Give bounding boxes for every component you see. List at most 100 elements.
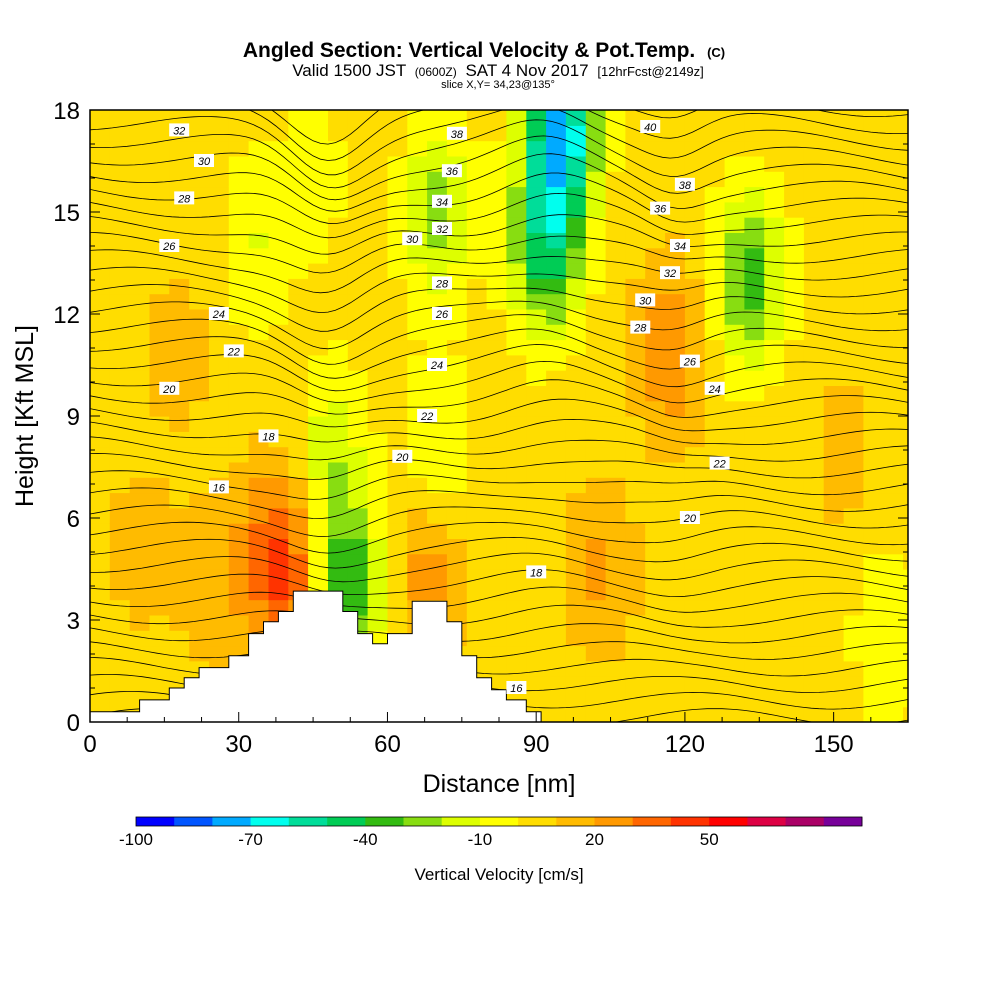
velocity-cell — [625, 706, 646, 722]
colorbar-swatch — [518, 817, 557, 826]
velocity-cell — [169, 507, 190, 524]
velocity-cell — [605, 232, 626, 249]
velocity-cell — [823, 676, 845, 692]
velocity-cell — [308, 308, 329, 325]
velocity-cell — [546, 446, 567, 463]
velocity-cell — [903, 553, 908, 570]
velocity-cell — [764, 232, 785, 249]
velocity-cell — [744, 416, 765, 432]
velocity-cell — [446, 324, 468, 341]
valid-utc: (0600Z) — [415, 65, 457, 79]
velocity-cell — [823, 584, 845, 601]
velocity-cell — [665, 140, 686, 157]
velocity-cell — [506, 278, 527, 295]
theta-label-bg — [704, 381, 725, 395]
velocity-cell — [764, 201, 785, 218]
velocity-cell — [367, 232, 388, 249]
velocity-cell — [169, 660, 190, 677]
velocity-cell — [883, 201, 904, 218]
theta-label-bg — [223, 344, 244, 358]
velocity-cell — [347, 263, 369, 279]
velocity-cell — [407, 293, 428, 310]
theta-contour-line — [90, 314, 908, 365]
velocity-cell — [803, 278, 825, 295]
velocity-cell — [486, 523, 507, 539]
velocity-cell — [684, 477, 706, 494]
velocity-cell — [387, 339, 408, 356]
velocity-cell — [625, 232, 646, 249]
theta-contour-line — [90, 641, 908, 660]
velocity-cell — [546, 645, 567, 662]
velocity-cell — [903, 201, 908, 218]
velocity-cell — [407, 584, 428, 601]
velocity-cell — [843, 660, 864, 677]
velocity-cell — [605, 553, 626, 570]
velocity-cell — [565, 232, 587, 249]
velocity-cell — [427, 507, 448, 524]
velocity-cell — [684, 431, 706, 448]
velocity-cell — [823, 523, 845, 539]
velocity-cell — [149, 308, 170, 325]
velocity-cell — [129, 232, 151, 249]
velocity-cell — [328, 186, 349, 203]
velocity-cell — [724, 461, 745, 478]
velocity-cell — [704, 492, 726, 509]
velocity-cell — [863, 385, 884, 402]
velocity-cell — [823, 324, 845, 341]
velocity-cell — [526, 278, 547, 295]
velocity-cell — [248, 461, 269, 478]
velocity-cell — [506, 385, 527, 402]
velocity-cell — [764, 308, 785, 325]
velocity-cell — [645, 461, 666, 478]
velocity-cell — [784, 155, 805, 172]
theta-label-text: 40 — [644, 122, 657, 134]
velocity-cell — [466, 354, 488, 371]
velocity-cell — [883, 324, 904, 341]
velocity-cell — [328, 140, 349, 157]
velocity-cell — [605, 201, 626, 218]
velocity-cell — [605, 155, 626, 172]
velocity-cell — [605, 660, 626, 677]
velocity-cell — [645, 691, 666, 708]
velocity-cell — [803, 400, 825, 417]
velocity-cell — [526, 186, 547, 203]
velocity-cell — [803, 599, 825, 616]
velocity-cell — [863, 477, 884, 494]
velocity-cell — [486, 293, 507, 310]
velocity-cell — [605, 400, 626, 417]
velocity-cell — [486, 553, 507, 570]
velocity-cell — [903, 232, 908, 249]
velocity-cell — [427, 247, 448, 264]
velocity-cell — [109, 354, 131, 371]
velocity-cell — [387, 110, 408, 126]
velocity-cell — [744, 446, 765, 463]
velocity-cell — [546, 431, 567, 448]
velocity-cell — [605, 676, 626, 692]
velocity-cell — [903, 446, 908, 463]
velocity-cell — [526, 354, 547, 371]
velocity-cell — [228, 523, 250, 539]
velocity-cell — [744, 477, 765, 494]
theta-label-text: 36 — [446, 166, 459, 178]
velocity-cell — [903, 706, 908, 722]
velocity-cell — [367, 446, 388, 463]
velocity-cell — [427, 492, 448, 509]
velocity-cell — [625, 553, 646, 570]
colorbar-swatch — [785, 817, 825, 826]
velocity-cell — [546, 599, 567, 616]
velocity-cell — [90, 247, 111, 264]
velocity-cell — [684, 630, 706, 647]
velocity-cell — [823, 217, 845, 233]
chart-valid-line: Valid 1500 JST (0600Z) SAT 4 Nov 2017 [1… — [292, 61, 704, 80]
theta-label-bg — [640, 120, 661, 133]
velocity-cell — [367, 140, 388, 157]
velocity-cell — [645, 706, 666, 722]
velocity-cell — [744, 431, 765, 448]
velocity-cell — [903, 247, 908, 264]
theta-contour-line — [90, 192, 908, 239]
velocity-cell — [684, 201, 706, 218]
velocity-cell — [209, 523, 230, 539]
velocity-cell — [903, 660, 908, 677]
velocity-cell — [546, 538, 567, 555]
